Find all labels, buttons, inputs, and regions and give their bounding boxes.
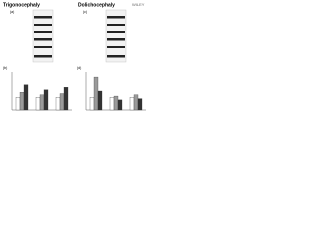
bar [97,90,103,111]
bar [19,92,25,111]
bar [63,87,69,111]
panel-letter: (d) [77,66,81,70]
bar [137,98,143,111]
panel-letter: (a) [10,10,14,14]
figure: Trigonocephaly Dolichocephaly WILEY (a) … [0,0,150,116]
panel-letter: (b) [3,66,7,70]
bar [113,95,119,111]
bar [55,97,61,111]
panel-title: Dolichocephaly [78,2,115,8]
blot-a [32,9,54,63]
bar [109,97,115,111]
bar [15,97,21,111]
bar [23,84,29,111]
blot-c [105,9,127,63]
logo: WILEY [132,2,145,7]
panel-letter: (c) [83,10,87,14]
bar [117,99,123,111]
bar [129,97,135,111]
bar [43,89,49,111]
bar [93,76,99,111]
figure-canvas: Trigonocephaly Dolichocephaly WILEY (a) … [3,2,146,111]
bar [59,93,65,111]
bar [35,97,41,111]
bar [39,94,45,111]
bar [133,94,139,111]
bar [89,97,95,111]
panel-title: Trigonocephaly [3,2,40,8]
